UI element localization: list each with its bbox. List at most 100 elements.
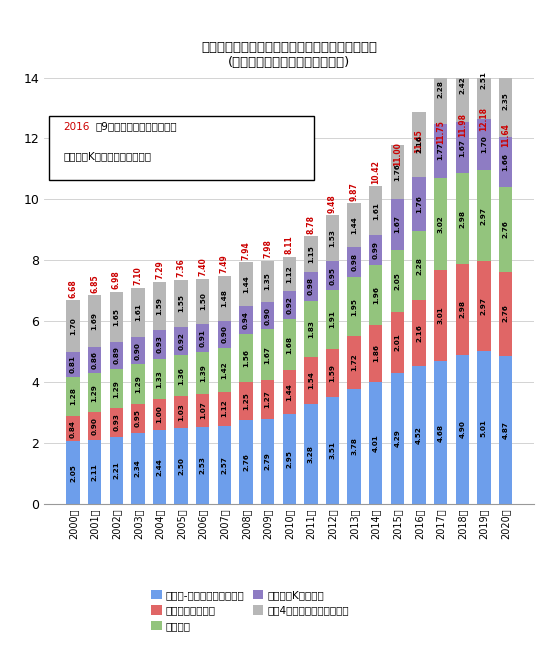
Bar [412, 178, 426, 231]
Bar [196, 427, 209, 504]
Text: 1.77: 1.77 [437, 142, 444, 160]
Bar [456, 355, 469, 504]
Text: 0.93: 0.93 [156, 335, 163, 353]
Text: 1.12: 1.12 [287, 265, 292, 283]
Text: 1.28: 1.28 [70, 388, 76, 405]
Bar [88, 295, 101, 347]
Bar [110, 408, 123, 437]
Text: 0.90: 0.90 [222, 326, 228, 344]
Bar [369, 186, 382, 235]
Text: 3.01: 3.01 [437, 307, 444, 324]
Bar [196, 394, 209, 427]
Bar [218, 321, 231, 348]
Legend: セブン-イレブン・ジャパン, ファミリーマート, ローソン, サークルKサンクス, 上位4社以外のコンビニ合計: セブン-イレブン・ジャパン, ファミリーマート, ローソン, サークルKサンクス… [147, 586, 353, 635]
Bar [283, 291, 296, 319]
Bar [348, 337, 361, 389]
Text: 6.85: 6.85 [90, 274, 99, 293]
Text: 1.36: 1.36 [178, 367, 184, 384]
Text: 2.98: 2.98 [459, 209, 465, 227]
Text: 1.67: 1.67 [264, 346, 271, 364]
Bar [153, 282, 166, 330]
Text: 11.75: 11.75 [436, 120, 445, 143]
Text: 1.54: 1.54 [308, 371, 314, 390]
Bar [218, 391, 231, 426]
Bar [66, 377, 80, 416]
Bar [261, 302, 274, 329]
Bar [131, 337, 144, 364]
Text: 2.11: 2.11 [91, 463, 98, 481]
Bar [412, 366, 426, 504]
Bar [412, 300, 426, 366]
Text: 2.34: 2.34 [135, 459, 141, 477]
Text: 3.28: 3.28 [308, 445, 314, 463]
Text: 11.98: 11.98 [458, 112, 467, 136]
Bar [110, 437, 123, 504]
Bar [477, 351, 490, 504]
Bar [110, 369, 123, 408]
Text: 0.92: 0.92 [287, 296, 292, 314]
Text: 1.67: 1.67 [459, 139, 465, 156]
Bar [304, 271, 317, 301]
Title: コンビニ業界全体に占める上位チェーンの売上高
(ローソン統合報告書より、兆円): コンビニ業界全体に占める上位チェーンの売上高 (ローソン統合報告書より、兆円) [201, 41, 377, 69]
Bar [261, 329, 274, 380]
Bar [477, 171, 490, 261]
Bar [477, 42, 490, 119]
Text: 1.44: 1.44 [243, 275, 249, 293]
Bar [218, 276, 231, 321]
Bar [239, 306, 253, 334]
Bar [369, 325, 382, 382]
Text: 0.93: 0.93 [114, 413, 120, 432]
Bar [283, 319, 296, 370]
Text: 0.92: 0.92 [178, 332, 184, 350]
Text: 1.12: 1.12 [222, 400, 228, 417]
Text: 0.98: 0.98 [308, 277, 314, 295]
Text: 0.98: 0.98 [351, 253, 357, 271]
Bar [218, 348, 231, 391]
Text: 2.97: 2.97 [481, 207, 487, 225]
Text: 2.16: 2.16 [416, 324, 422, 342]
Bar [348, 389, 361, 504]
Text: 3.51: 3.51 [329, 441, 336, 459]
Text: 7.10: 7.10 [133, 266, 142, 286]
Bar [153, 359, 166, 399]
Bar [499, 187, 512, 271]
Bar [477, 119, 490, 171]
Text: 1.67: 1.67 [395, 215, 401, 233]
Bar [369, 266, 382, 325]
Bar [110, 342, 123, 369]
Text: 0.89: 0.89 [114, 346, 120, 364]
Text: 1.00: 1.00 [156, 406, 163, 423]
Text: 1.42: 1.42 [222, 361, 228, 379]
Text: 0.95: 0.95 [135, 409, 141, 427]
Text: 1.03: 1.03 [178, 403, 184, 421]
Text: 7.94: 7.94 [241, 241, 251, 260]
Bar [218, 426, 231, 504]
Bar [175, 355, 188, 397]
Text: 1.70: 1.70 [481, 136, 487, 153]
Bar [391, 199, 404, 249]
Text: 1.76: 1.76 [416, 195, 422, 213]
Bar [196, 352, 209, 394]
Text: 1.27: 1.27 [264, 391, 271, 408]
Text: 7.40: 7.40 [198, 257, 207, 276]
Text: 2.97: 2.97 [481, 297, 487, 315]
Bar [283, 370, 296, 414]
Bar [239, 334, 253, 382]
Text: 3.78: 3.78 [351, 437, 357, 455]
Bar [131, 288, 144, 337]
Bar [499, 137, 512, 187]
Text: 4.29: 4.29 [395, 430, 401, 448]
Text: 2.05: 2.05 [70, 464, 76, 482]
Text: 1.59: 1.59 [156, 297, 163, 315]
Text: 2.44: 2.44 [156, 458, 163, 475]
Text: 1.65: 1.65 [114, 307, 120, 326]
Text: 2.53: 2.53 [200, 457, 206, 474]
Bar [261, 380, 274, 419]
Text: 1.35: 1.35 [264, 273, 271, 290]
Text: 1.66: 1.66 [503, 153, 509, 171]
Text: 1.44: 1.44 [287, 383, 292, 401]
Bar [434, 178, 447, 269]
Bar [369, 382, 382, 504]
Text: 1.29: 1.29 [135, 375, 141, 393]
Bar [412, 112, 426, 178]
